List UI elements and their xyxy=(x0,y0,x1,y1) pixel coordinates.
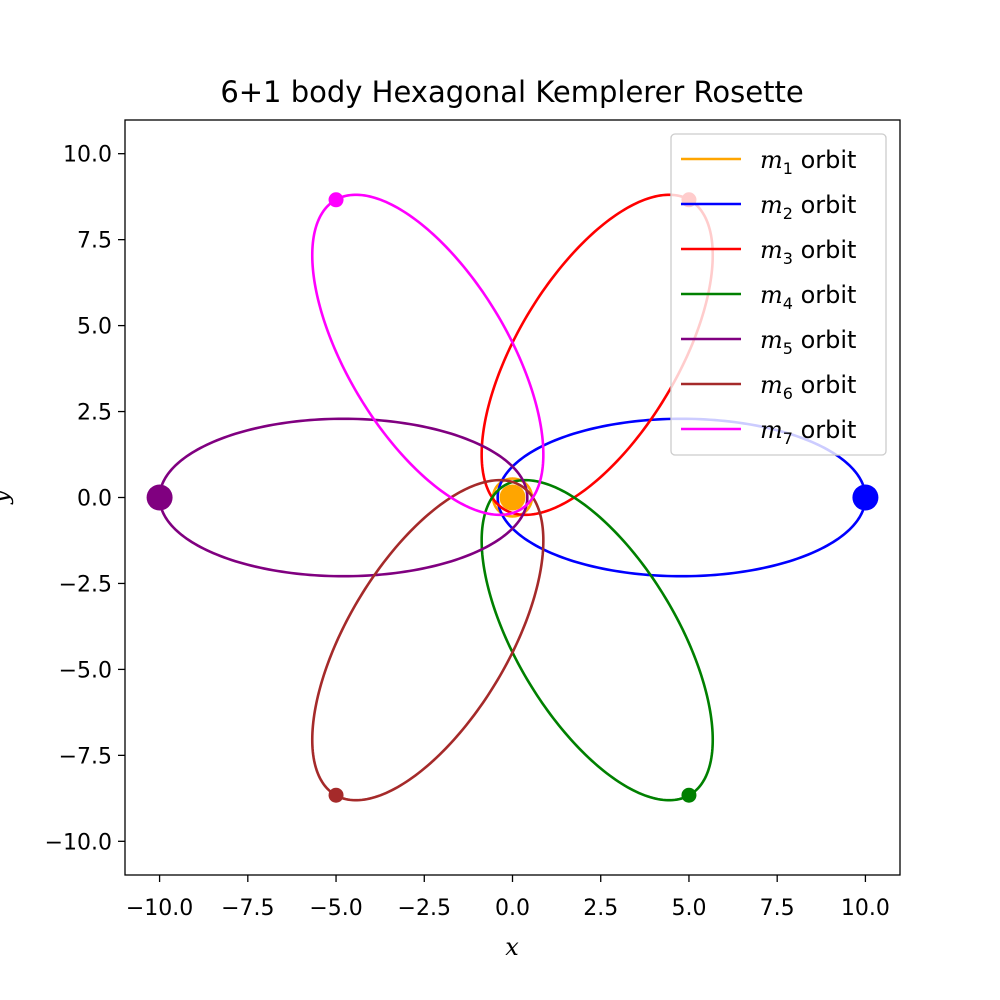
legend-label-m3: m3 orbit xyxy=(760,236,856,268)
chart-title: 6+1 body Hexagonal Kemplerer Rosette xyxy=(220,75,803,109)
legend-label-m4: m4 orbit xyxy=(760,281,856,313)
legend: m1 orbit m2 orbit m3 orbit m4 orbit m5 orbit… xyxy=(670,133,887,456)
y-axis-ticks: −10.0 −7.5 −5.0 −2.5 0.0 2.5 5.0 7.5 10.0 xyxy=(45,143,125,855)
legend-box xyxy=(670,133,887,456)
body-marker-m1 xyxy=(499,484,526,511)
body-marker-m6 xyxy=(328,787,344,803)
y-tick-label: 5.0 xyxy=(77,315,112,340)
x-tick-label: −2.5 xyxy=(398,896,451,921)
x-tick-label: 7.5 xyxy=(760,896,795,921)
legend-label-m6: m6 orbit xyxy=(760,371,856,403)
body-marker-m7 xyxy=(328,192,344,208)
x-tick-label: 0.0 xyxy=(495,896,530,921)
y-tick-label: −5.0 xyxy=(59,658,112,683)
body-marker-m2 xyxy=(852,484,879,511)
legend-label-m2: m2 orbit xyxy=(760,191,856,223)
y-tick-label: −7.5 xyxy=(59,744,112,769)
orbit-line-m5 xyxy=(158,417,529,578)
y-axis-label: y xyxy=(0,490,14,505)
legend-label-m1: m1 orbit xyxy=(760,146,856,178)
orbit-line-m4 xyxy=(480,478,715,802)
legend-label-m7: m7 orbit xyxy=(760,416,856,448)
y-tick-label: 2.5 xyxy=(77,401,112,426)
legend-label-m5: m5 orbit xyxy=(760,326,856,358)
x-tick-label: 10.0 xyxy=(841,896,890,921)
y-tick-label: 0.0 xyxy=(77,487,112,512)
body-marker-m5 xyxy=(146,484,173,511)
y-tick-label: 10.0 xyxy=(63,143,112,168)
orbit-line-m7 xyxy=(310,193,545,517)
x-tick-label: −5.0 xyxy=(309,896,362,921)
x-tick-label: 5.0 xyxy=(671,896,706,921)
x-tick-label: −7.5 xyxy=(221,896,274,921)
y-tick-label: 7.5 xyxy=(77,229,112,254)
x-axis-ticks: −10.0 −7.5 −5.0 −2.5 0.0 2.5 5.0 7.5 10.0 xyxy=(126,875,890,921)
y-tick-label: −2.5 xyxy=(59,572,112,597)
body-marker-m4 xyxy=(681,787,697,803)
y-tick-label: −10.0 xyxy=(45,830,112,855)
orbit-line-m6 xyxy=(310,478,545,802)
x-tick-label: 2.5 xyxy=(583,896,618,921)
x-tick-label: −10.0 xyxy=(126,896,193,921)
x-axis-label: x xyxy=(505,933,519,961)
